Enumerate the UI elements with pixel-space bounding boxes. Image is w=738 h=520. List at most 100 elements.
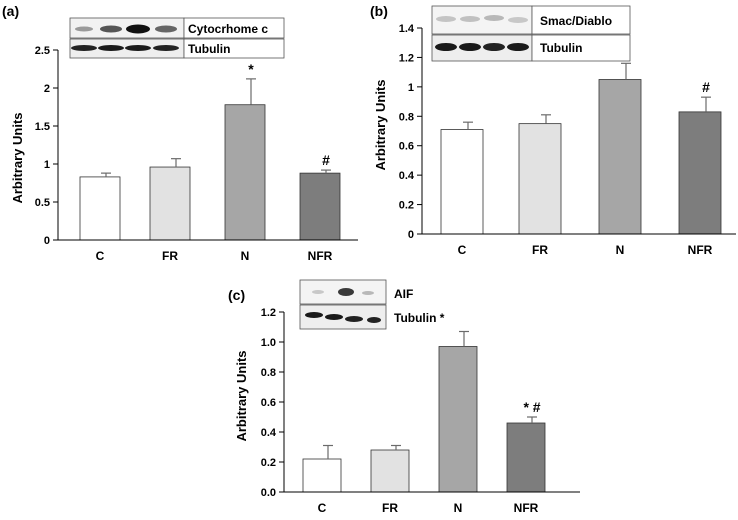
panel-c-band	[362, 291, 374, 295]
panel-a-y-axis-label: Arbitrary Units	[10, 112, 25, 203]
panel-a-band	[98, 45, 124, 51]
panel-a-category-c: C	[96, 249, 105, 263]
panel-a-y-tick-label: 0.5	[35, 197, 50, 209]
panel-b-y-tick-label: 1.2	[399, 52, 414, 64]
panel-c-y-tick-label: 1.0	[261, 337, 276, 349]
panel-c-y-tick-label: 0.6	[261, 397, 276, 409]
panel-c-band	[367, 317, 381, 323]
panel-c-bar-fr	[370, 449, 410, 493]
panel-a-y-tick-label: 1.5	[35, 121, 50, 133]
panel-c-category-c: C	[318, 501, 327, 515]
panel-b-band	[508, 17, 528, 23]
panel-c-annotation-nfr: * #	[523, 399, 540, 415]
panel-b-blot-label-box	[531, 34, 631, 62]
panel-a: (a) Arbitrary Units 00.511.522.5 C FR N …	[2, 3, 358, 263]
panel-b-annotation-nfr: #	[702, 79, 710, 95]
panel-c-blot: AIF Tubulin *	[299, 279, 445, 330]
panel-a-band	[71, 45, 97, 51]
panel-b-y-tick-label: 1.4	[399, 23, 415, 35]
panel-b-bar-fr	[518, 123, 562, 235]
panel-a-bar-n	[224, 104, 266, 241]
panel-b-y-tick-label: 0	[408, 229, 414, 241]
panel-c: (c) Arbitrary Units 0.0 0.2 0.4 0.6 0.8 1.0 1.…	[228, 279, 580, 515]
panel-b-category-nfr: NFR	[688, 243, 713, 257]
panel-b-y-tick-label: 0.8	[399, 111, 414, 123]
panel-a-band	[153, 45, 179, 51]
panel-a-blot-label-cytochrome: Cytocrhome c	[188, 22, 268, 36]
panel-a-annotation-n: *	[248, 61, 254, 77]
panel-c-y-axis-label: Arbitrary Units	[234, 350, 249, 441]
panel-c-band	[305, 312, 323, 318]
panel-c-y-tick-label: 0.0	[261, 487, 276, 499]
panel-b-blot-label-tubulin: Tubulin	[540, 41, 582, 55]
panel-b-bar-n	[598, 79, 642, 235]
panel-b-category-n: N	[616, 243, 625, 257]
panel-b-band	[459, 43, 481, 51]
panel-b: (b) Arbitrary Units 0 0.2 0.4 0.6 0.8 1 1.2 1.4…	[370, 3, 736, 257]
panel-b-category-fr: FR	[532, 243, 548, 257]
panel-c-category-n: N	[454, 501, 463, 515]
panel-c-category-nfr: NFR	[514, 501, 539, 515]
panel-b-y-tick-label: 0.2	[399, 200, 414, 212]
panel-a-y-tick-label: 2	[44, 83, 50, 95]
panel-a-band	[75, 26, 93, 32]
panel-c-category-fr: FR	[382, 501, 398, 515]
panel-c-band	[312, 290, 324, 294]
panel-a-y-tick-label: 1	[44, 159, 50, 171]
panel-c-y-tick-label: 1.2	[261, 307, 276, 319]
panel-b-bars	[440, 79, 722, 235]
panel-a-band	[126, 24, 150, 34]
panel-c-y-tick-label: 0.8	[261, 367, 276, 379]
panel-a-band	[125, 45, 151, 51]
panel-c-band	[345, 316, 363, 322]
panel-c-y-ticks: 0.0 0.2 0.4 0.6 0.8 1.0 1.2	[261, 307, 284, 499]
panel-b-blot: Smac/Diablo Tubulin	[431, 5, 631, 62]
panel-b-error-bars	[463, 62, 711, 130]
panel-a-band	[100, 25, 122, 33]
panel-c-blot-label-tubulin: Tubulin *	[394, 311, 445, 325]
panel-a-bar-fr	[149, 166, 191, 241]
panel-a-bars	[79, 104, 341, 241]
panel-c-letter: (c)	[228, 287, 245, 303]
panel-b-bar-c	[440, 129, 484, 235]
panel-a-blot-label-box	[183, 17, 285, 39]
panel-c-blot-label-aif: AIF	[394, 287, 413, 301]
panel-a-band	[155, 25, 177, 33]
panel-a-bar-nfr	[299, 172, 341, 241]
panel-c-band	[338, 288, 354, 296]
panel-b-y-tick-label: 1	[408, 82, 414, 94]
panel-a-category-n: N	[241, 249, 250, 263]
panel-c-y-tick-label: 0.4	[261, 427, 277, 439]
panel-b-letter: (b)	[370, 3, 388, 19]
panel-b-bar-nfr	[678, 111, 722, 235]
panel-a-error-bars	[101, 78, 331, 177]
panel-c-bar-n	[438, 346, 478, 493]
panel-c-error-bars	[323, 330, 537, 459]
panel-b-y-tick-label: 0.4	[399, 170, 415, 182]
panel-c-bar-nfr	[506, 422, 546, 493]
panel-b-y-ticks: 0 0.2 0.4 0.6 0.8 1 1.2 1.4	[399, 23, 422, 241]
panel-a-blot-label-tubulin: Tubulin	[188, 42, 230, 56]
panel-c-y-tick-label: 0.2	[261, 457, 276, 469]
panel-c-band	[325, 314, 343, 320]
panel-b-y-axis-label: Arbitrary Units	[373, 79, 388, 170]
panel-b-band	[483, 43, 505, 51]
panel-b-blot-label-box	[531, 5, 631, 35]
panel-a-category-nfr: NFR	[308, 249, 333, 263]
panel-b-band	[484, 15, 504, 21]
panel-a-blot-label-box	[183, 38, 285, 59]
panel-a-letter: (a)	[2, 3, 19, 19]
panel-a-annotation-nfr: #	[322, 152, 330, 168]
panel-c-bars	[302, 346, 546, 493]
panel-b-band	[507, 43, 529, 51]
panel-a-y-ticks: 0 0.5 1 1.5 2 2.5	[35, 45, 58, 247]
panel-a-y-tick-label: 0	[44, 235, 50, 247]
panel-c-bar-c	[302, 458, 342, 493]
panel-a-bar-c	[79, 176, 121, 241]
panel-b-band	[436, 16, 456, 22]
panel-a-y-tick-label: 2.5	[35, 45, 50, 57]
panel-b-band	[435, 43, 457, 51]
panel-b-y-tick-label: 0.6	[399, 141, 414, 153]
panel-b-band	[460, 16, 480, 22]
